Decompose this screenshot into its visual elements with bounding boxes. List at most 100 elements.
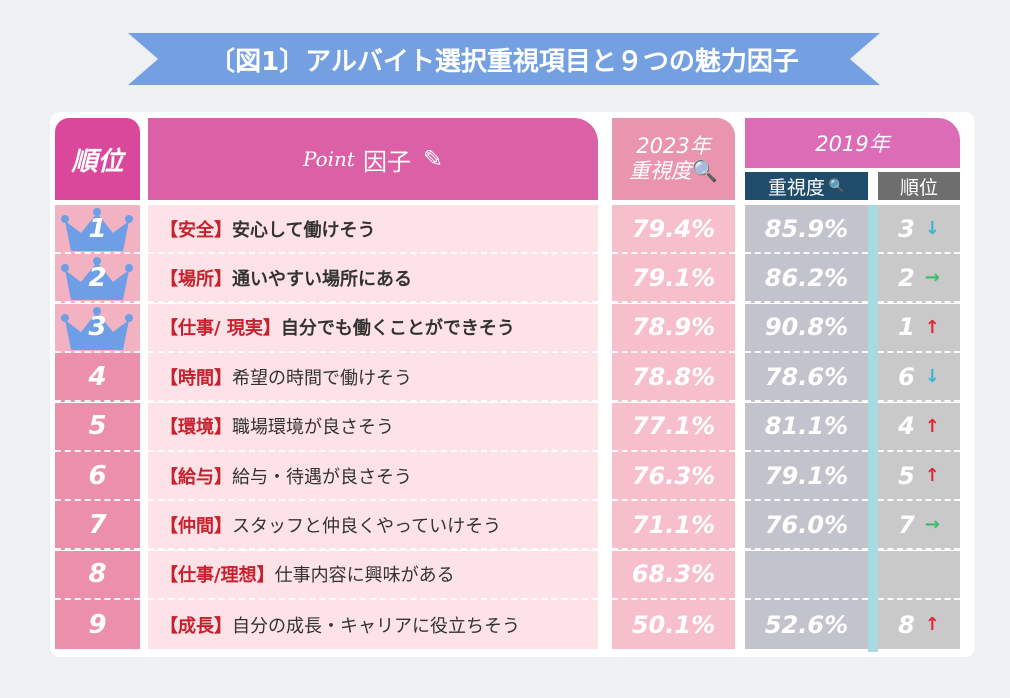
rank-2019-cell: 7 →	[878, 501, 960, 551]
value-2019	[745, 550, 868, 600]
rank-2019: 6	[898, 362, 915, 391]
arrow-up-icon: ↑	[924, 614, 940, 636]
crown-icon	[61, 208, 133, 251]
factor-text: 自分でも働くことができそう	[280, 318, 515, 340]
rank-cell: 6	[55, 452, 140, 501]
rank-2019-cell: 1 ↑	[878, 303, 960, 353]
chart-title: 〔図1〕アルバイト選択重視項目と９つの魅力因子	[209, 46, 799, 77]
factor-tag: 【仕事/ 現実】	[160, 318, 281, 340]
value-2019: 86.2%	[745, 254, 868, 304]
table-row-factor: 【給与】 給与・待遇が良さそう	[148, 452, 598, 501]
crown-icon	[61, 306, 133, 350]
rank-number: 5	[88, 411, 107, 442]
factor-tag: 【安全】	[160, 219, 232, 241]
table-row-factor: 【場所】 通いやすい場所にある	[148, 254, 598, 304]
rank-2019-cell: 5 ↑	[878, 452, 960, 501]
rank-number: 6	[88, 460, 107, 491]
rank-number: 9	[88, 609, 107, 640]
header-2023-importance: 重視度🔍	[629, 159, 718, 184]
arrow-up-icon: ↑	[924, 316, 940, 338]
rank-cell: 1	[55, 205, 140, 254]
rank-2019: 5	[898, 461, 915, 490]
arrow-up-icon: ↑	[924, 465, 940, 486]
rank-number: 4	[88, 361, 107, 392]
value-2019: 90.8%	[745, 303, 868, 353]
rank-2019: 2	[898, 263, 915, 292]
value-2019: 76.0%	[745, 501, 868, 551]
title-banner: 〔図1〕アルバイト選択重視項目と９つの魅力因子	[128, 33, 880, 85]
value-2019: 81.1%	[745, 402, 868, 452]
factor-text: 通いやすい場所にある	[232, 268, 412, 290]
table-row-factor: 【安全】 安心して働けそう	[148, 205, 598, 254]
table-row-factor: 【成長】 自分の成長・キャリアに役立ちそう	[148, 600, 598, 650]
factor-tag: 【時間】	[160, 367, 232, 389]
arrow-same-icon: →	[924, 514, 940, 536]
column-separator	[868, 205, 878, 652]
table-row-factor: 【仲間】 スタッフと仲良くやっていけそう	[148, 501, 598, 551]
rank-number: 2	[88, 262, 107, 293]
header-factor: Point 因子 ✎	[148, 118, 598, 200]
factor-tag: 【仕事/理想】	[160, 565, 275, 587]
value-2023: 76.3%	[612, 452, 735, 501]
rank-cell: 2	[55, 254, 140, 304]
header-factor-label: 因子	[362, 147, 411, 176]
rank-cell: 8	[55, 550, 140, 600]
header-2019-importance: 重視度 🔍	[745, 172, 868, 200]
rank-2019: 4	[898, 412, 915, 441]
rank-number: 7	[88, 509, 107, 540]
header-2023-year: 2023年	[636, 133, 711, 158]
rank-number: 3	[88, 312, 107, 343]
arrow-up-icon: ↑	[924, 415, 940, 437]
rank-number: 8	[88, 559, 107, 590]
importance-2019-label: 重視度	[767, 176, 825, 199]
factor-text: 希望の時間で働けそう	[232, 367, 412, 389]
rank-2019-cell: 8 ↑	[878, 600, 960, 650]
rank-cell: 7	[55, 501, 140, 551]
arrow-down-icon: ↓	[924, 366, 940, 388]
header-2023: 2023年 重視度🔍	[612, 118, 735, 200]
value-2019: 79.1%	[745, 452, 868, 501]
magnifier-icon: 🔍	[828, 178, 846, 194]
rank-cell: 3	[55, 303, 140, 353]
table-row-factor: 【仕事/理想】 仕事内容に興味がある	[148, 550, 598, 600]
factor-tag: 【給与】	[160, 466, 232, 488]
value-2023: 79.1%	[612, 254, 735, 304]
magnifier-icon: 🔍	[691, 159, 719, 183]
value-2019: 85.9%	[745, 205, 868, 254]
factor-tag: 【環境】	[160, 417, 232, 439]
value-2019: 52.6%	[745, 600, 868, 650]
crown-icon	[61, 257, 133, 301]
factor-text: 仕事内容に興味がある	[274, 565, 455, 587]
rank-2019-cell	[878, 550, 960, 600]
rank-2019: 8	[898, 610, 915, 639]
value-2023: 78.8%	[612, 353, 735, 403]
header-rank: 順位	[55, 118, 140, 200]
header-point: Point	[302, 147, 355, 171]
factor-text: 給与・待遇が良さそう	[232, 466, 412, 488]
header-2019: 2019年	[745, 118, 960, 168]
value-2023: 71.1%	[612, 501, 735, 551]
rank-number: 1	[88, 213, 107, 244]
table-row-factor: 【仕事/ 現実】 自分でも働くことができそう	[148, 303, 598, 353]
rank-2019-cell: 4 ↑	[878, 402, 960, 452]
rank-2019: 7	[898, 510, 915, 539]
factor-text: 職場環境が良さそう	[232, 417, 394, 439]
arrow-down-icon: ↓	[924, 218, 940, 239]
value-2023: 50.1%	[612, 600, 735, 650]
rank-2019: 3	[898, 214, 915, 243]
factor-tag: 【成長】	[160, 615, 232, 637]
importance-label: 重視度	[628, 159, 692, 183]
table-row-factor: 【環境】 職場環境が良さそう	[148, 402, 598, 452]
rank-cell: 4	[55, 353, 140, 403]
header-2019-rank: 順位	[878, 172, 960, 200]
rank-2019-cell: 2 →	[878, 254, 960, 304]
rank-2019: 1	[898, 313, 915, 342]
rank-2019-cell: 6 ↓	[878, 353, 960, 403]
value-2023: 77.1%	[612, 402, 735, 452]
factor-tag: 【場所】	[160, 268, 232, 290]
factor-text: 安心して働けそう	[232, 219, 376, 241]
value-2023: 68.3%	[612, 550, 735, 600]
rank-cell: 9	[55, 600, 140, 650]
arrow-same-icon: →	[924, 267, 940, 289]
rank-cell: 5	[55, 402, 140, 452]
